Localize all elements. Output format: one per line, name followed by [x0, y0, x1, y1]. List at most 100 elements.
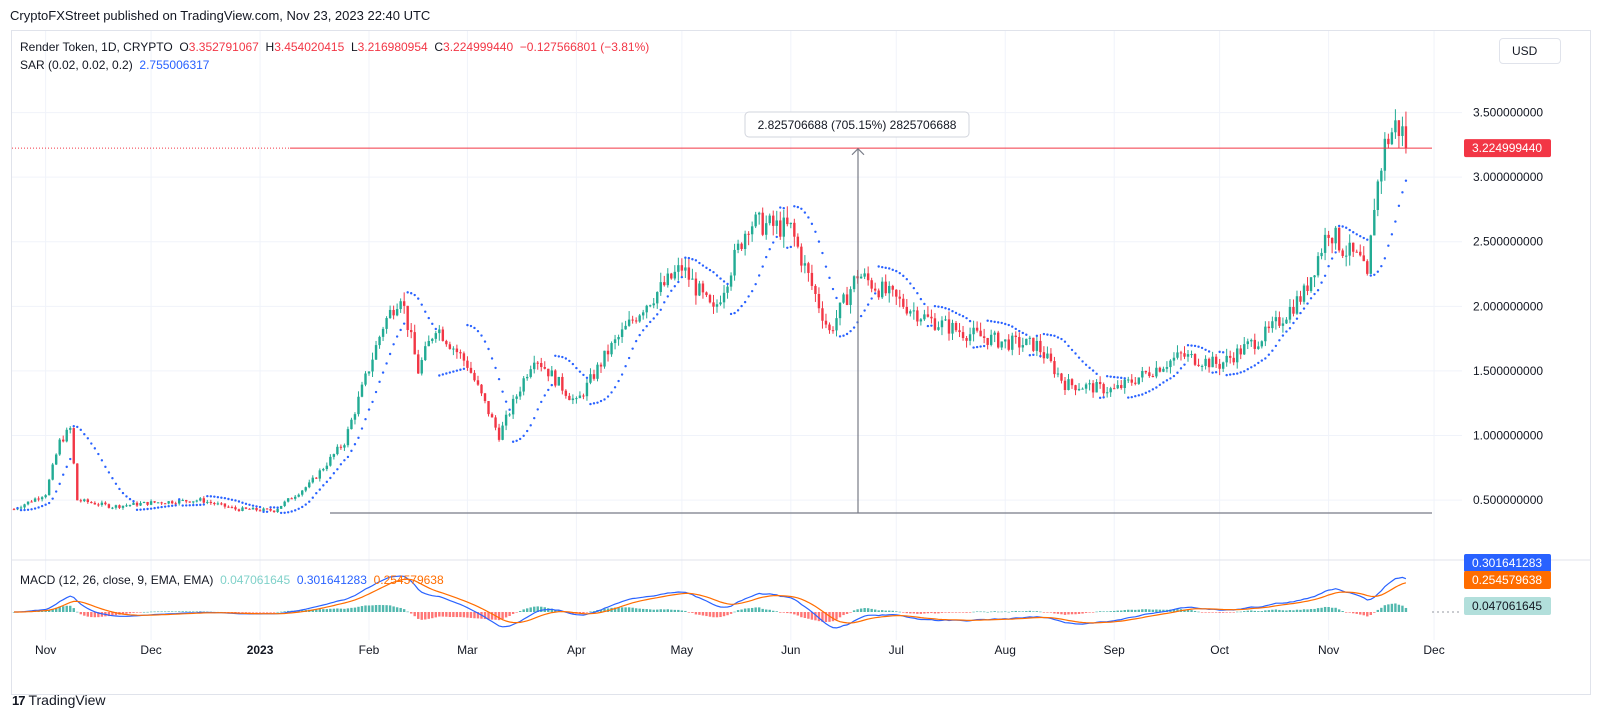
- measure-arrowhead-icon: [851, 147, 865, 156]
- sar-dot: [290, 510, 293, 513]
- candle-body: [139, 503, 142, 506]
- macd-signal-value: 0.254579638: [373, 573, 444, 587]
- macd-hist-bar: [989, 611, 993, 613]
- candle: [399, 298, 402, 313]
- sar-dot: [1039, 354, 1042, 358]
- candle: [1207, 357, 1211, 373]
- sar-dot: [1271, 349, 1274, 352]
- currency-button[interactable]: USD: [1499, 38, 1561, 64]
- candle: [1330, 237, 1334, 254]
- sar-dot: [357, 436, 360, 440]
- candle: [1053, 356, 1056, 378]
- candle: [114, 504, 118, 510]
- candle-body: [322, 469, 325, 471]
- candle: [849, 286, 852, 314]
- candle: [624, 320, 627, 330]
- candle: [54, 453, 58, 466]
- macd-hist-bar: [821, 612, 824, 622]
- macd-hist-bar: [1162, 609, 1165, 612]
- sar-dot: [768, 247, 771, 251]
- macd-hist-bar: [1204, 612, 1207, 613]
- sar-dot: [202, 503, 206, 506]
- sar-dot: [1281, 334, 1285, 337]
- candle-body: [680, 265, 684, 271]
- sar-dot: [1327, 264, 1330, 268]
- candle-body: [578, 395, 582, 399]
- sar-dot: [406, 291, 409, 294]
- candle-body: [90, 502, 93, 504]
- sar-dot: [480, 334, 483, 337]
- candle: [90, 501, 93, 504]
- candle: [1070, 378, 1074, 389]
- candle: [807, 261, 810, 282]
- sar-dot: [504, 400, 508, 403]
- candle-body: [1098, 382, 1102, 385]
- candle-body: [1292, 306, 1295, 314]
- high-label: H: [265, 40, 275, 54]
- candle-body: [497, 427, 501, 440]
- sar-dot: [1387, 244, 1390, 247]
- macd-hist-bar: [1151, 609, 1155, 612]
- macd-hist-bar: [645, 609, 648, 612]
- sar-dot: [26, 508, 30, 512]
- macd-hist-bar: [919, 612, 923, 614]
- sar-dot: [736, 309, 740, 312]
- candle: [828, 322, 831, 334]
- candle: [993, 330, 996, 343]
- candle: [118, 504, 121, 510]
- candle: [747, 231, 750, 246]
- sar-dot: [757, 274, 761, 277]
- candle-body: [395, 309, 399, 316]
- candle-body: [1127, 379, 1130, 381]
- sar-dot: [1218, 350, 1221, 354]
- macd-hist-bar: [1369, 612, 1372, 616]
- sar-dot: [192, 503, 195, 507]
- candle: [1341, 248, 1344, 259]
- candle-body: [121, 505, 125, 508]
- sar-dot: [849, 329, 852, 333]
- sar-dot: [761, 265, 764, 268]
- macd-hist-bar: [244, 612, 248, 613]
- candle-body: [30, 501, 33, 503]
- candle-body: [761, 212, 764, 235]
- candle-body: [1306, 285, 1309, 291]
- macd-hist-bar: [592, 611, 596, 612]
- sar-dot: [817, 240, 821, 243]
- candle-body: [357, 396, 360, 415]
- candle-body: [656, 292, 659, 304]
- candle: [111, 506, 114, 510]
- candle: [1172, 352, 1176, 366]
- macd-hist-bar: [765, 609, 768, 612]
- x-tick-label: Jun: [781, 643, 800, 657]
- candle: [870, 277, 873, 293]
- candle-body: [294, 496, 297, 499]
- candle-body: [262, 508, 265, 511]
- candle-body: [167, 501, 170, 504]
- candle: [1362, 246, 1365, 262]
- candle: [367, 371, 371, 376]
- sar-dot: [666, 295, 669, 298]
- macd-hist-bar: [687, 612, 691, 613]
- candle: [1077, 383, 1081, 392]
- sar-dot: [1148, 390, 1151, 393]
- candle-body: [466, 360, 469, 368]
- candle-body: [1134, 382, 1137, 384]
- sar-dot: [1134, 395, 1137, 398]
- candle-body: [1320, 252, 1323, 257]
- macd-hist-bar: [1344, 612, 1348, 613]
- macd-hist-bar: [870, 608, 873, 612]
- sar-dot: [937, 305, 940, 308]
- sar-dot: [90, 442, 93, 445]
- macd-hist-bar: [445, 612, 448, 617]
- candle: [371, 352, 374, 378]
- candle: [645, 304, 648, 319]
- sar-dot: [525, 429, 529, 433]
- sar-dot: [620, 373, 624, 376]
- macd-hist-bar: [694, 612, 698, 615]
- candle-body: [1123, 379, 1126, 389]
- candle-body: [954, 322, 958, 331]
- macd-hist-bar: [1000, 611, 1003, 613]
- sar-dot: [132, 500, 135, 503]
- macd-hist-bar: [58, 606, 61, 612]
